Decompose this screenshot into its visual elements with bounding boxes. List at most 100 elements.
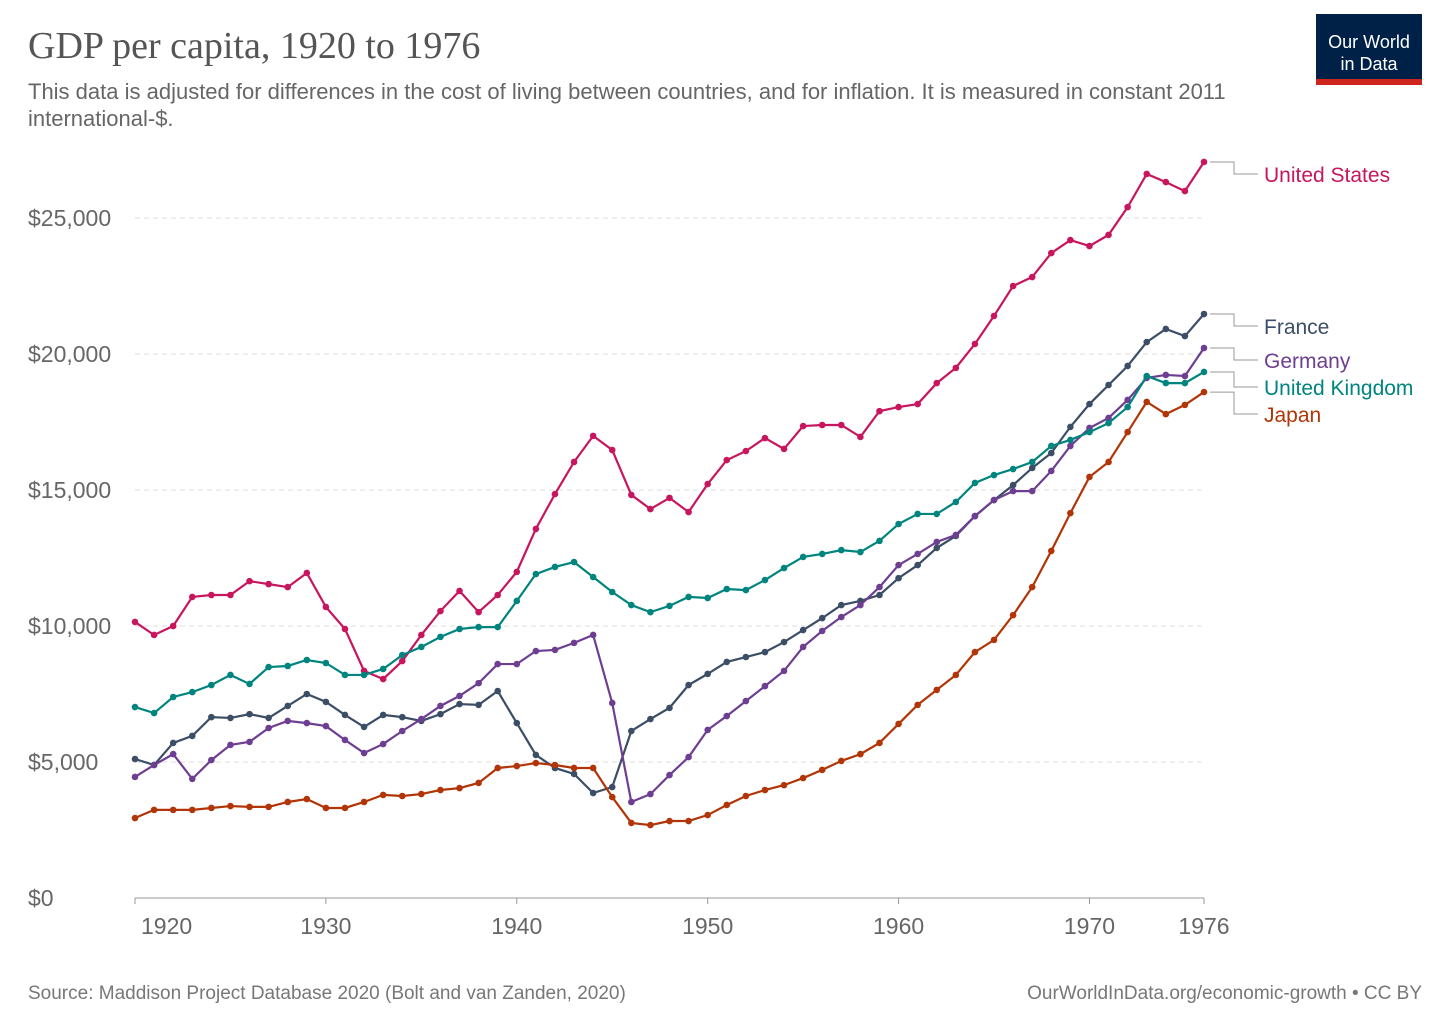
data-point xyxy=(475,701,482,709)
x-tick-label: 1976 xyxy=(1178,913,1229,939)
data-point xyxy=(1105,458,1112,466)
data-point xyxy=(647,505,654,513)
data-point xyxy=(379,740,387,748)
data-point xyxy=(1047,249,1055,257)
data-point xyxy=(895,574,902,582)
data-point xyxy=(379,665,387,673)
data-point xyxy=(227,591,234,599)
data-point xyxy=(780,564,788,572)
data-point xyxy=(532,759,540,767)
data-point xyxy=(379,675,387,683)
data-point xyxy=(608,793,616,801)
data-point xyxy=(494,623,501,631)
data-point xyxy=(532,570,540,578)
data-point xyxy=(1143,372,1151,380)
data-point xyxy=(818,550,826,558)
data-point xyxy=(1067,436,1074,444)
data-point xyxy=(933,379,941,387)
data-point xyxy=(437,702,444,710)
data-point xyxy=(532,751,540,759)
data-point xyxy=(838,421,845,429)
data-point xyxy=(1181,379,1189,387)
data-point xyxy=(303,719,311,727)
data-point xyxy=(799,553,807,561)
data-point xyxy=(208,756,215,764)
data-point xyxy=(398,792,406,800)
legend-label: Japan xyxy=(1264,404,1321,427)
data-point xyxy=(704,726,711,734)
data-point xyxy=(647,821,654,829)
data-point xyxy=(169,693,177,701)
data-point xyxy=(246,710,253,718)
y-tick-label: $0 xyxy=(28,885,54,911)
data-point xyxy=(990,312,998,320)
data-point xyxy=(628,601,635,609)
data-point xyxy=(628,491,635,499)
x-tick-label: 1950 xyxy=(682,913,733,939)
series-line xyxy=(134,347,1205,804)
x-tick-label: 1960 xyxy=(873,913,924,939)
data-point xyxy=(1067,442,1074,450)
data-point xyxy=(990,496,998,504)
data-point xyxy=(456,587,463,595)
data-point xyxy=(628,727,635,735)
data-point xyxy=(494,764,501,772)
data-point xyxy=(838,546,845,554)
data-point xyxy=(971,479,979,487)
data-point xyxy=(131,618,139,626)
data-point xyxy=(265,803,272,811)
legend-label: France xyxy=(1264,316,1329,339)
data-point xyxy=(608,783,616,791)
data-point xyxy=(131,703,139,711)
data-point xyxy=(322,698,330,706)
data-point xyxy=(303,656,311,664)
data-point xyxy=(1105,419,1112,427)
data-point xyxy=(1009,611,1017,619)
y-tick-label: $5,000 xyxy=(28,749,98,775)
data-point xyxy=(1162,325,1170,333)
data-point xyxy=(188,593,196,601)
data-point xyxy=(475,623,482,631)
data-point xyxy=(647,715,654,723)
data-point xyxy=(589,789,597,797)
data-point xyxy=(513,762,521,770)
data-point xyxy=(1028,464,1036,472)
data-point xyxy=(475,608,482,616)
data-point xyxy=(456,692,463,700)
data-point xyxy=(895,720,902,728)
data-point xyxy=(265,724,272,732)
data-point xyxy=(742,697,750,705)
data-point xyxy=(322,804,330,812)
data-point xyxy=(780,445,788,453)
data-point xyxy=(227,802,234,810)
data-point xyxy=(1086,473,1093,481)
legend-label: United Kingdom xyxy=(1264,377,1413,400)
data-point xyxy=(628,819,635,827)
data-point xyxy=(818,614,826,622)
data-point xyxy=(780,781,788,789)
data-point xyxy=(933,538,941,546)
x-tick-label: 1970 xyxy=(1064,913,1115,939)
data-point xyxy=(1181,372,1189,380)
data-point xyxy=(1086,428,1093,436)
x-tick-label: 1920 xyxy=(141,913,192,939)
data-point xyxy=(589,432,597,440)
data-point xyxy=(341,711,349,719)
data-point xyxy=(1200,158,1208,166)
data-point xyxy=(570,558,578,566)
data-point xyxy=(1143,338,1151,346)
data-point xyxy=(246,803,253,811)
y-tick-label: $20,000 xyxy=(28,341,111,367)
y-tick-label: $15,000 xyxy=(28,477,111,503)
data-point xyxy=(360,749,368,757)
data-point xyxy=(208,804,215,812)
data-point xyxy=(360,723,368,731)
data-point xyxy=(799,643,807,651)
data-point xyxy=(551,646,559,654)
data-point xyxy=(475,779,482,787)
series-line xyxy=(134,161,1205,681)
data-point xyxy=(265,580,272,588)
data-point xyxy=(1028,583,1036,591)
data-point xyxy=(704,594,711,602)
